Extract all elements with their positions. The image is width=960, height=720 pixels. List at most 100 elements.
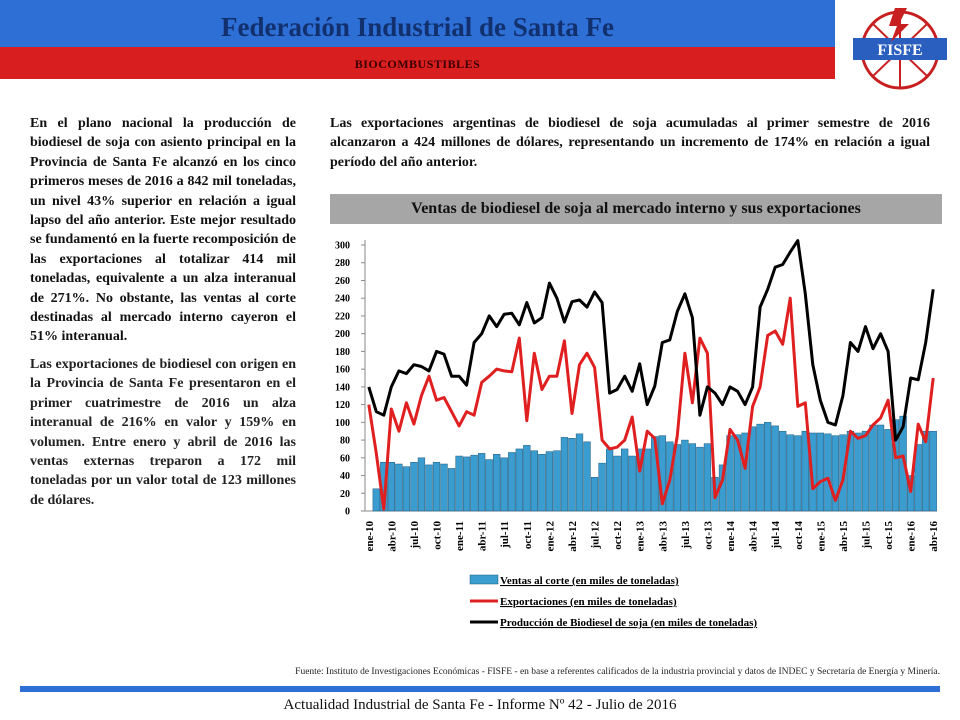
bar [794, 435, 802, 512]
bar [688, 443, 697, 512]
bar [545, 451, 554, 512]
y-tick-label: 120 [335, 400, 350, 411]
paragraph: Las exportaciones de biodiesel con orige… [30, 356, 296, 508]
bar [673, 444, 681, 512]
bar [764, 422, 772, 512]
bar [824, 433, 832, 512]
y-tick-label: 20 [340, 489, 350, 500]
bar [485, 459, 493, 512]
bar [748, 426, 757, 512]
x-tick-label: jul-12 [590, 521, 602, 550]
bar [914, 444, 922, 512]
y-tick-label: 80 [340, 436, 350, 447]
x-tick-label: oct-15 [883, 521, 895, 550]
bar [402, 466, 411, 512]
bar [703, 443, 712, 512]
bar [756, 423, 764, 512]
source: Fuente: Instituto de Investigaciones Eco… [295, 667, 940, 677]
bar [515, 448, 523, 512]
footer-rule [20, 686, 940, 692]
bar [771, 425, 779, 512]
x-tick-label: abr-15 [838, 521, 850, 552]
y-tick-label: 280 [335, 258, 350, 269]
y-tick-label: 160 [335, 365, 350, 376]
x-tick-label: jul-13 [680, 521, 692, 550]
bar [462, 456, 471, 512]
bar [372, 488, 380, 512]
x-tick-label: ene-12 [544, 521, 556, 552]
y-tick-label: 0 [345, 507, 350, 518]
legend-label: Exportaciones (en miles de toneladas) [500, 596, 677, 608]
x-tick-label: jul-14 [770, 521, 782, 550]
bar [598, 462, 606, 512]
bar [907, 475, 915, 512]
bar [417, 457, 426, 512]
y-tick-label: 60 [340, 453, 350, 464]
bar [816, 432, 824, 512]
bar [455, 455, 463, 512]
y-tick-label: 240 [335, 294, 350, 305]
x-tick-label: oct-14 [793, 521, 805, 550]
right-text: Las exportaciones argentinas de biodiese… [330, 114, 930, 172]
bar [410, 461, 418, 512]
y-tick-label: 180 [335, 347, 350, 358]
bar [786, 434, 794, 512]
x-tick-label: abr-11 [477, 521, 489, 551]
bar [613, 455, 621, 512]
bar [643, 448, 651, 512]
bar [447, 468, 456, 512]
bar [508, 452, 516, 512]
x-tick-label: jul-15 [861, 521, 873, 550]
footer: Actualidad Industrial de Santa Fe - Info… [283, 697, 677, 713]
bar [493, 454, 501, 512]
title: Federación Industrial de Santa Fe [220, 12, 614, 42]
bar [621, 448, 629, 512]
y-tick-label: 100 [335, 418, 350, 429]
x-tick-label: ene-15 [815, 521, 827, 552]
bar [861, 430, 870, 512]
x-tick-label: oct-10 [432, 521, 444, 550]
bar [590, 477, 599, 512]
bar [583, 441, 591, 512]
section-band [0, 47, 835, 79]
x-tick-label: oct-11 [522, 521, 534, 549]
legend-swatch [469, 574, 499, 585]
bar [425, 464, 433, 512]
bar [500, 457, 508, 512]
bar [568, 438, 576, 512]
x-tick-label: oct-12 [612, 521, 624, 550]
y-tick-label: 40 [340, 471, 350, 482]
x-tick-label: ene-11 [454, 521, 466, 551]
legend-label: Ventas al corte (en miles de toneladas) [500, 575, 679, 587]
bar [733, 434, 742, 512]
bar [636, 448, 644, 512]
bar [884, 429, 892, 512]
bar [696, 446, 704, 512]
bar [876, 424, 885, 512]
line [367, 239, 935, 442]
bar [681, 439, 689, 512]
x-tick-label: jul-10 [409, 521, 421, 550]
bar [470, 454, 478, 512]
bar [575, 433, 584, 512]
bar [560, 437, 569, 512]
logo-text: FISFE [877, 42, 922, 59]
bar [854, 432, 862, 512]
x-tick-label: ene-13 [635, 521, 647, 552]
bar [530, 450, 538, 512]
bar [605, 448, 614, 512]
bar [831, 435, 840, 512]
chart-title: Ventas de biodiesel de soja al mercado i… [330, 194, 942, 224]
x-tick-label: abr-14 [748, 521, 760, 552]
paragraph: Las exportaciones argentinas de biodiese… [330, 116, 930, 170]
logo: FISFE [853, 8, 947, 90]
chart: 0 20 40 60 80 100 120 140 160 180 200 220 240 260 280 3… [335, 239, 940, 629]
header-band [0, 0, 835, 47]
bar [891, 419, 900, 512]
y-tick-label: 260 [335, 276, 350, 287]
bar [440, 463, 448, 512]
section: BIOCOMBUSTIBLES [354, 57, 481, 71]
x-tick-label: ene-10 [364, 521, 376, 552]
bar [899, 415, 907, 512]
